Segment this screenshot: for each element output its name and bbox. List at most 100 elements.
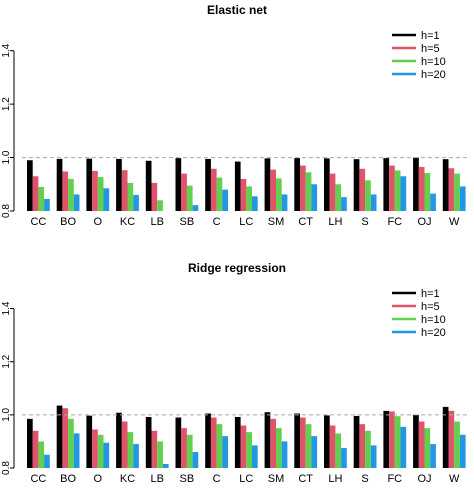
chart-title: Ridge regression: [188, 261, 286, 275]
bar: [430, 193, 436, 211]
bar: [222, 436, 228, 468]
bar: [324, 415, 330, 468]
bar: [424, 173, 431, 211]
y-tick-label: 1.2: [1, 354, 12, 368]
bar: [162, 464, 169, 468]
bar: [181, 428, 187, 468]
bar: [97, 177, 104, 211]
x-tick-label: LH: [328, 473, 342, 485]
bar: [413, 414, 419, 468]
bar: [27, 160, 33, 211]
bar: [210, 417, 217, 468]
x-tick-label: SB: [180, 473, 195, 485]
bar: [127, 432, 134, 468]
bar: [270, 418, 276, 468]
x-tick-label: CT: [298, 216, 313, 228]
bar: [205, 158, 211, 211]
bar: [324, 158, 330, 211]
bar: [216, 177, 223, 211]
bar: [205, 413, 211, 468]
y-tick-label: 1.0: [1, 407, 12, 421]
bar: [210, 168, 217, 211]
bar: [56, 405, 63, 468]
y-tick-label: 0.8: [1, 204, 12, 218]
bar: [359, 424, 366, 468]
legend-label: h=20: [421, 327, 446, 339]
bar: [341, 197, 347, 211]
bar: [400, 426, 407, 468]
legend-label: h=20: [421, 69, 446, 81]
bar: [38, 441, 45, 468]
bar: [329, 173, 336, 211]
bar: [365, 180, 371, 211]
y-tick-label: 1.0: [1, 150, 12, 164]
bar: [370, 445, 377, 468]
bar: [430, 444, 436, 468]
bar: [151, 430, 158, 468]
bar: [294, 158, 300, 211]
x-tick-label: CT: [298, 473, 313, 485]
bar: [56, 158, 63, 211]
bar: [234, 161, 241, 211]
x-tick-label: OJ: [417, 473, 431, 485]
bar: [383, 410, 390, 468]
bar: [240, 425, 247, 468]
x-tick-label: W: [449, 216, 460, 228]
bar: [370, 194, 377, 211]
x-tick-label: LC: [239, 473, 253, 485]
bar: [442, 159, 449, 211]
x-tick-label: BO: [60, 216, 76, 228]
chart-title: Elastic net: [207, 3, 267, 17]
x-tick-label: S: [361, 473, 368, 485]
bar: [300, 165, 306, 211]
bar: [32, 430, 39, 468]
x-tick-label: SB: [180, 216, 195, 228]
x-tick-label: KC: [120, 473, 135, 485]
x-tick-label: S: [361, 216, 368, 228]
x-tick-label: O: [94, 216, 103, 228]
x-tick-label: CC: [30, 473, 46, 485]
legend-label: h=5: [421, 43, 440, 55]
bar: [157, 200, 163, 211]
bar: [281, 441, 288, 468]
bar: [264, 412, 271, 468]
legend-label: h=1: [421, 30, 440, 42]
x-tick-label: LH: [328, 216, 342, 228]
y-tick-label: 1.4: [1, 43, 12, 57]
bar: [454, 173, 460, 211]
bar: [264, 158, 271, 211]
bar: [127, 182, 134, 211]
bar: [400, 176, 407, 211]
bar: [424, 428, 431, 468]
bar: [103, 442, 110, 468]
bar: [32, 176, 39, 211]
bar: [234, 416, 241, 468]
bar: [103, 188, 110, 211]
y-tick-label: 1.2: [1, 97, 12, 111]
legend-label: h=1: [421, 288, 440, 300]
bar: [359, 168, 366, 211]
bar: [335, 433, 342, 468]
y-tick-label: 0.8: [1, 461, 12, 475]
bar: [353, 159, 360, 211]
bar: [157, 441, 163, 468]
x-tick-label: KC: [120, 216, 135, 228]
y-tick-label: 1.4: [1, 301, 12, 315]
bar: [216, 424, 223, 468]
bar: [394, 416, 401, 468]
bar: [300, 417, 306, 468]
bar: [186, 434, 193, 468]
x-tick-label: BO: [60, 473, 76, 485]
bar: [192, 452, 199, 468]
x-tick-label: LB: [150, 473, 163, 485]
bar: [175, 417, 182, 468]
x-tick-label: W: [449, 473, 460, 485]
bar: [442, 406, 449, 468]
bar: [311, 184, 318, 211]
bar: [133, 194, 139, 211]
bar: [97, 434, 104, 468]
bar: [44, 198, 50, 211]
bar: [276, 428, 282, 468]
